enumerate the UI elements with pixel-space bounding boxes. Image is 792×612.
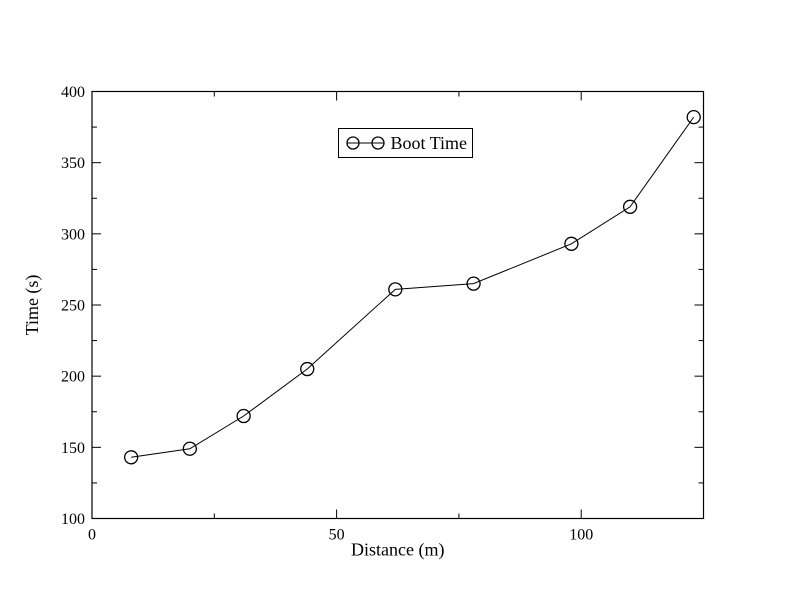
y-axis-label: Time (s) <box>22 275 43 336</box>
y-tick-label: 300 <box>61 226 85 243</box>
y-tick-label: 350 <box>61 155 85 172</box>
x-tick-label: 0 <box>88 527 96 544</box>
data-point-marker <box>466 276 481 291</box>
plot-frame <box>91 90 705 520</box>
y-axis-ticks: 100 150 200 250 300 350 400 <box>61 84 704 528</box>
data-point-marker <box>182 441 197 456</box>
x-axis-label: Distance (m) <box>351 540 444 561</box>
legend-marker-icon <box>371 136 385 150</box>
y-tick-label: 250 <box>61 298 85 315</box>
series-boot-time <box>123 109 701 465</box>
data-point-marker <box>236 408 251 424</box>
data-point-marker <box>300 361 315 377</box>
y-tick-label: 200 <box>61 369 85 386</box>
legend: Boot Time <box>338 128 473 158</box>
x-axis-ticks: 0 50 100 <box>88 91 593 544</box>
x-tick-label: 50 <box>329 527 345 544</box>
data-point-marker <box>686 109 701 125</box>
data-point-marker <box>123 450 139 465</box>
series-line <box>131 116 695 458</box>
legend-marker-icon <box>346 136 360 150</box>
y-tick-label: 100 <box>61 511 85 528</box>
y-tick-label: 150 <box>61 440 85 457</box>
x-tick-label: 100 <box>569 527 593 544</box>
legend-label: Boot Time <box>391 133 468 153</box>
data-point-marker <box>564 236 579 251</box>
y-tick-label: 400 <box>61 84 85 101</box>
data-point-marker <box>622 199 638 214</box>
data-point-marker <box>388 282 403 297</box>
